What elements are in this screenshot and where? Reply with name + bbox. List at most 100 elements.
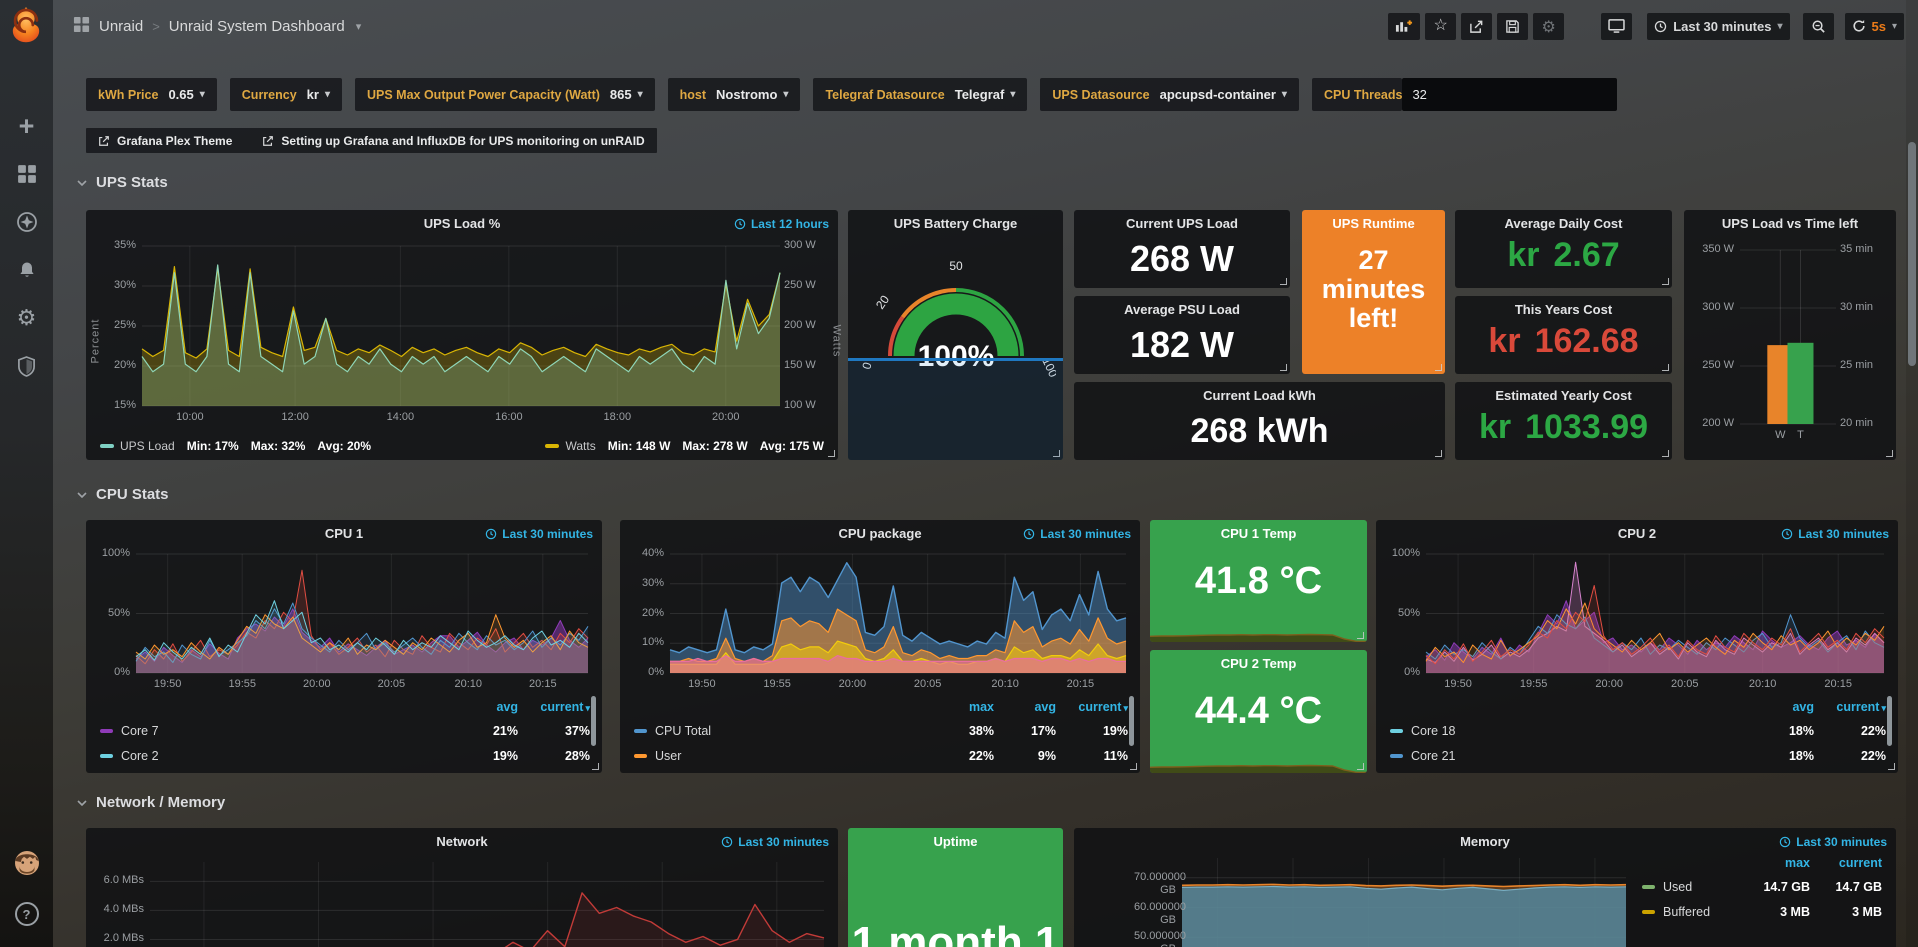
panel-time-range[interactable]: Last 30 minutes <box>1781 527 1889 541</box>
legend-name[interactable]: User <box>655 748 682 763</box>
panel-title[interactable]: Current UPS Load <box>1126 216 1238 231</box>
legend-header-avg[interactable]: avg <box>1792 700 1814 714</box>
legend-name[interactable]: Core 2 <box>121 748 159 763</box>
legend-current-value: 28% <box>564 748 590 763</box>
cpu2-chart[interactable]: 100% 50% 0% 19:50 19:55 20:00 20:05 20:10 20:15 <box>1392 547 1885 690</box>
section-header-cpu-stats[interactable]: CPU Stats <box>77 486 169 503</box>
legend-header-max[interactable]: max <box>968 700 994 714</box>
share-button[interactable] <box>1461 12 1493 40</box>
create-plus-icon[interactable]: + <box>18 110 35 141</box>
legend-scrollbar[interactable] <box>1887 696 1892 746</box>
panel-time-range[interactable]: Last 30 minutes <box>1023 527 1131 541</box>
panel-title[interactable]: UPS Load % <box>423 216 501 231</box>
template-variables-row: kWh Price 0.65 ▾ Currency kr ▾ UPS Max Out… <box>86 78 1618 111</box>
panel-title[interactable]: Current Load kWh <box>1203 388 1316 403</box>
axis-tick: 300 W <box>784 239 816 251</box>
legend-name[interactable]: Buffered <box>1663 904 1711 919</box>
legend-name[interactable]: Core 21 <box>1411 748 1456 763</box>
panel-this-years-cost: This Years Cost kr 162.68 <box>1455 296 1672 374</box>
variable-currency[interactable]: Currency kr ▾ <box>229 78 342 111</box>
cpu1-chart[interactable]: 100% 50% 0% 19:50 19:55 20:00 20:05 20:10 20:15 <box>102 547 589 690</box>
legend-name[interactable]: CPU Total <box>655 723 712 738</box>
dashboard-grid-icon[interactable] <box>73 16 90 37</box>
section-header-ups-stats[interactable]: UPS Stats <box>77 174 168 191</box>
variable-ups-max-power[interactable]: UPS Max Output Power Capacity (Watt) 865… <box>355 78 655 111</box>
refresh-button[interactable]: 5s ▾ <box>1844 12 1904 40</box>
page-title[interactable]: Unraid System Dashboard <box>168 17 345 35</box>
panel-title[interactable]: UPS Load vs Time left <box>1721 216 1859 231</box>
variable-telegraf-datasource[interactable]: Telegraf Datasource Telegraf ▾ <box>813 78 1028 111</box>
save-button[interactable] <box>1497 12 1529 40</box>
panel-time-range[interactable]: Last 30 minutes <box>485 527 593 541</box>
cpu-threads-input[interactable] <box>1402 78 1618 111</box>
configuration-gear-icon[interactable]: ⚙ <box>16 305 37 331</box>
panel-title[interactable]: CPU 1 Temp <box>1220 526 1297 541</box>
panel-title[interactable]: Memory <box>1460 834 1510 849</box>
page-scrollbar-thumb[interactable] <box>1908 142 1916 366</box>
currency-prefix: kr <box>1507 236 1540 274</box>
add-panel-button[interactable] <box>1388 12 1421 40</box>
variable-host[interactable]: host Nostromo ▾ <box>667 78 801 111</box>
ups-load-chart[interactable]: 35% 30% 25% 20% 15% 300 W 250 W 200 W 150 W 100 W… <box>114 239 816 423</box>
legend-scrollbar[interactable] <box>1129 696 1134 746</box>
panel-title[interactable]: Uptime <box>933 834 978 849</box>
panel-title[interactable]: CPU 2 Temp <box>1220 656 1297 671</box>
panel-title[interactable]: Average PSU Load <box>1124 302 1240 317</box>
legend-header-current[interactable]: current <box>1078 700 1122 714</box>
legend-name[interactable]: Core 18 <box>1411 723 1456 738</box>
legend-current-value: 22% <box>1860 723 1886 738</box>
axis-tick: 100 W <box>784 399 816 411</box>
panel-title[interactable]: CPU 2 <box>1617 526 1657 541</box>
breadcrumb-app[interactable]: Unraid <box>99 17 144 35</box>
legend-item-watts[interactable]: Watts Min: 148 W Max: 278 W Avg: 175 W <box>545 439 824 453</box>
link-grafana-plex-theme[interactable]: Grafana Plex Theme <box>98 134 232 148</box>
panel-title[interactable]: UPS Battery Charge <box>893 216 1018 231</box>
clock-icon <box>1780 836 1791 848</box>
battery-gauge[interactable]: 0 20 50 100 100% <box>856 256 1060 385</box>
legend-header-avg[interactable]: avg <box>496 700 518 714</box>
chevron-down-icon[interactable]: ▾ <box>355 20 362 33</box>
memory-chart[interactable]: 70.000000 GB 60.000000 GB 50.000000 GB <box>1134 858 1627 947</box>
legend-header-max[interactable]: max <box>1784 856 1810 870</box>
panel-title[interactable]: CPU package <box>838 526 922 541</box>
user-avatar[interactable] <box>0 844 53 884</box>
help-icon[interactable]: ? <box>0 894 53 934</box>
section-header-network-memory[interactable]: Network / Memory <box>77 794 225 811</box>
panel-title[interactable]: Average Daily Cost <box>1504 216 1623 231</box>
explore-compass-icon[interactable] <box>0 202 53 242</box>
legend-scrollbar[interactable] <box>591 696 596 746</box>
cpu-package-chart[interactable]: 40% 30% 20% 10% 0% 19:50 19:55 20:00 20:05 20:10 2… <box>642 547 1127 690</box>
server-admin-shield-icon[interactable] <box>0 346 53 386</box>
panel-title[interactable]: This Years Cost <box>1514 302 1613 317</box>
panel-title[interactable]: Estimated Yearly Cost <box>1495 388 1632 403</box>
network-chart[interactable]: 6.0 MBs 4.0 MBs 2.0 MBs <box>104 862 825 947</box>
legend-header-current[interactable]: current <box>1836 700 1880 714</box>
grafana-logo-icon[interactable] <box>6 5 46 45</box>
legend-name[interactable]: Core 7 <box>121 723 159 738</box>
link-ups-monitoring-guide[interactable]: Setting up Grafana and InfluxDB for UPS … <box>262 134 645 148</box>
time-range-picker[interactable]: Last 30 minutes ▾ <box>1647 12 1790 40</box>
alerting-bell-icon[interactable] <box>0 250 53 290</box>
panel-time-range[interactable]: Last 30 minutes <box>1779 835 1887 849</box>
star-button[interactable]: ☆ <box>1425 12 1457 40</box>
panel-title[interactable]: CPU 1 <box>324 526 364 541</box>
legend-header-current[interactable]: current <box>1838 856 1882 870</box>
legend-name[interactable]: Used <box>1663 879 1693 894</box>
legend-header-avg[interactable]: avg <box>1034 700 1056 714</box>
panel-time-range[interactable]: Last 12 hours <box>734 217 829 231</box>
axis-tick: 100% <box>1391 547 1420 559</box>
ups-bar-chart[interactable]: 350 W 300 W 250 W 200 W 35 min 30 min 25 min 20… <box>1702 243 1873 441</box>
panel-title[interactable]: Network <box>436 834 488 849</box>
refresh-interval[interactable]: 5s <box>1871 18 1886 34</box>
legend-header-current[interactable]: current <box>540 700 584 714</box>
zoom-out-button[interactable] <box>1802 12 1834 40</box>
cycle-view-tv-button[interactable] <box>1601 12 1633 40</box>
legend-item-ups-load[interactable]: UPS Load Min: 17% Max: 32% Avg: 20% <box>100 439 371 453</box>
panel-time-range[interactable]: Last 30 minutes <box>721 835 829 849</box>
variable-kwh-price[interactable]: kWh Price 0.65 ▾ <box>86 78 217 111</box>
dashboards-icon[interactable] <box>0 154 53 194</box>
panel-title[interactable]: UPS Runtime <box>1332 216 1415 231</box>
external-link-icon <box>99 135 109 146</box>
settings-gear-button[interactable]: ⚙ <box>1533 12 1565 40</box>
variable-ups-datasource[interactable]: UPS Datasource apcupsd-container ▾ <box>1040 78 1299 111</box>
